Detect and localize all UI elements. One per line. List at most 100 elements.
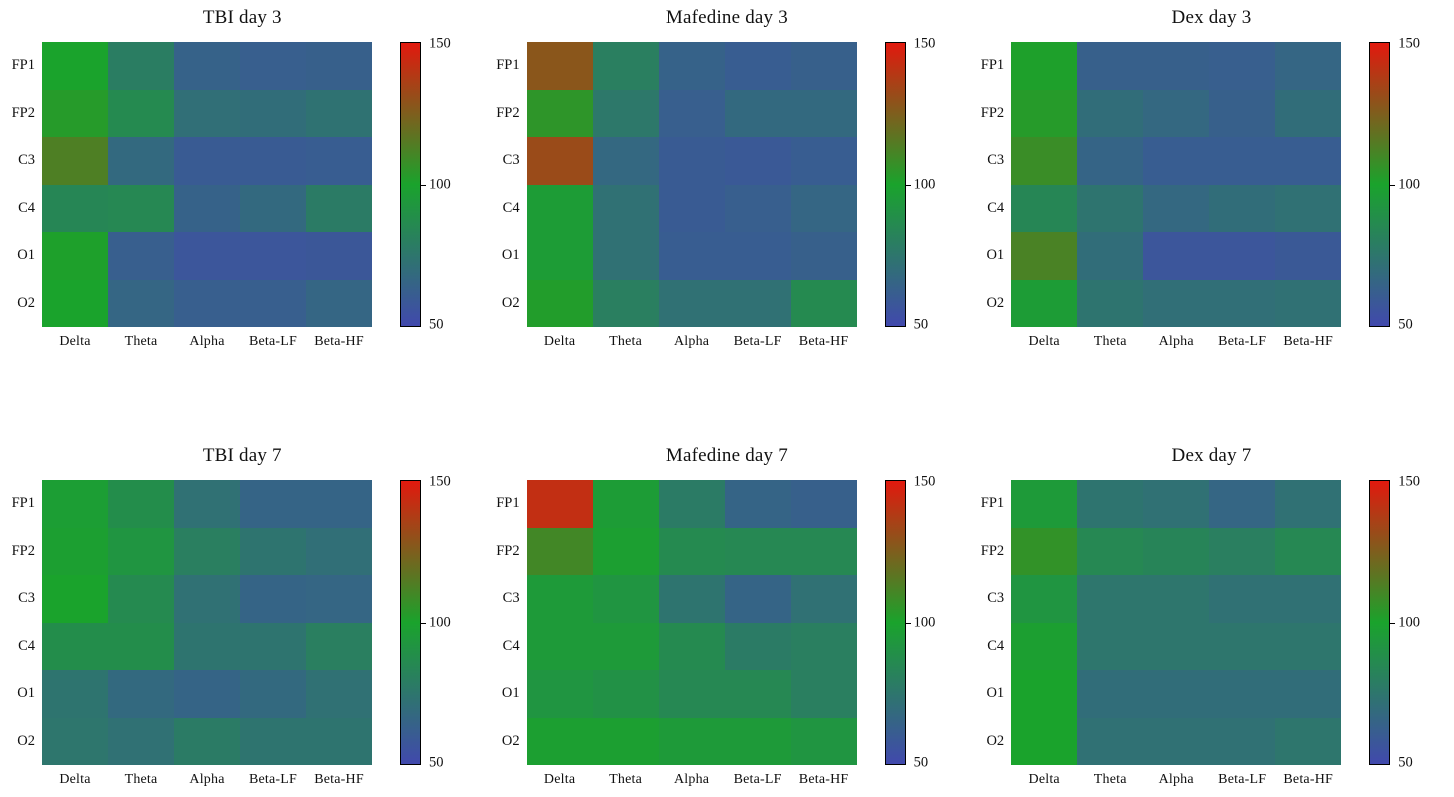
row-label-c3: C3 <box>502 152 520 169</box>
y-axis-labels: FP1 FP2 C3 C4 O1 O2 <box>969 42 1011 327</box>
col-label-alpha: Alpha <box>673 772 710 787</box>
heatmap-cell <box>1275 279 1342 327</box>
heatmap <box>42 42 372 327</box>
colorbar-tick-max: 150 <box>913 473 936 490</box>
heatmap-cell <box>658 89 725 137</box>
row-label-o2: O2 <box>986 732 1005 749</box>
col-label-theta: Theta <box>1093 334 1127 349</box>
col-label-delta: Delta <box>543 334 576 349</box>
row-label-c3: C3 <box>502 590 520 607</box>
heatmap-cell <box>306 670 372 718</box>
panel-dex-day7: Dex day 7 FP1 FP2 C3 C4 O1 O2 150 100 50 Delt… <box>969 398 1454 797</box>
heatmap-cell <box>240 527 306 575</box>
heatmap-cell <box>724 89 791 137</box>
row-label-o2: O2 <box>501 294 520 311</box>
heatmap-cell <box>306 527 372 575</box>
heatmap-cell <box>306 575 372 623</box>
heatmap-cell <box>108 279 174 327</box>
col-label-theta: Theta <box>124 334 158 349</box>
heatmap-cell <box>592 137 659 185</box>
heatmap-cell <box>790 527 857 575</box>
heatmap-cell <box>1143 622 1210 670</box>
heatmap-cell <box>724 137 791 185</box>
heatmap <box>1011 42 1342 327</box>
col-label-theta: Theta <box>124 772 158 787</box>
panel-mafedine-day3: Mafedine day 3 FP1 FP2 C3 C4 O1 O2 150 100 50… <box>485 0 970 398</box>
heatmap-cell <box>724 42 791 90</box>
col-label-theta: Theta <box>609 772 643 787</box>
heatmap-cell <box>658 42 725 90</box>
row-label-fp2: FP2 <box>980 542 1005 559</box>
col-label-beta-hf: Beta-HF <box>314 772 364 787</box>
heatmap-cell <box>306 42 372 90</box>
heatmap-cell <box>1077 622 1144 670</box>
heatmap-cell <box>42 717 108 765</box>
colorbar-tick-max: 150 <box>1398 473 1420 490</box>
panel-title: Dex day 3 <box>1171 7 1252 28</box>
heatmap-cell <box>108 89 174 137</box>
heatmap-cell <box>724 279 791 327</box>
row-label-c4: C4 <box>18 199 35 216</box>
heatmap-cell <box>1275 670 1342 718</box>
colorbar-mid-tick <box>1390 622 1396 624</box>
plot-area: FP1 FP2 C3 C4 O1 O2 150 100 50 <box>0 36 485 333</box>
row-label-c3: C3 <box>18 590 35 607</box>
heatmap-cell <box>526 184 593 232</box>
heatmap-cell <box>108 184 174 232</box>
col-label-alpha: Alpha <box>1158 334 1194 349</box>
row-label-fp2: FP2 <box>11 542 35 559</box>
heatmap-cell <box>526 42 593 90</box>
col-label-delta: Delta <box>59 334 91 349</box>
col-label-alpha: Alpha <box>189 334 225 349</box>
heatmap-cell <box>724 670 791 718</box>
heatmap-cell <box>306 137 372 185</box>
row-label-o2: O2 <box>17 294 35 311</box>
panel-title: Dex day 7 <box>1171 445 1252 466</box>
heatmap-cell <box>240 137 306 185</box>
heatmap-cell <box>1077 184 1144 232</box>
colorbar: 150 100 50 <box>400 36 451 333</box>
row-label-fp2: FP2 <box>980 104 1005 121</box>
heatmap-cell <box>1077 89 1144 137</box>
heatmap-cell <box>526 670 593 718</box>
row-label-fp1: FP1 <box>496 57 520 74</box>
heatmap-cell <box>240 184 306 232</box>
col-label-beta-lf: Beta-LF <box>248 334 298 349</box>
heatmap-cell <box>592 279 659 327</box>
heatmap-cell <box>790 670 857 718</box>
heatmap-cell <box>1209 184 1276 232</box>
col-label-alpha: Alpha <box>673 334 710 349</box>
heatmap-cell <box>1143 717 1210 765</box>
heatmap-cell <box>526 622 593 670</box>
heatmap-cell <box>1011 232 1078 280</box>
colorbar-tick-mid: 100 <box>1398 614 1420 630</box>
heatmap-cell <box>42 184 108 232</box>
heatmap-cell <box>790 232 857 280</box>
heatmap-cell <box>174 42 240 90</box>
row-label-c3: C3 <box>18 152 35 169</box>
heatmap-cell <box>790 137 857 185</box>
heatmap-cell <box>790 575 857 623</box>
row-label-fp2: FP2 <box>11 104 35 121</box>
colorbar-mid-tick <box>905 622 911 624</box>
heatmap-cell <box>1011 480 1078 528</box>
heatmap-cell <box>240 42 306 90</box>
heatmap-cell <box>42 42 108 90</box>
x-axis-labels: Delta Theta Alpha Beta-LF Beta-HF <box>42 334 372 350</box>
heatmap-cell <box>1143 527 1210 575</box>
heatmap-cell <box>526 279 593 327</box>
row-label-fp2: FP2 <box>496 542 520 559</box>
heatmap-cell <box>526 717 593 765</box>
row-label-fp1: FP1 <box>496 495 520 512</box>
plot-area: FP1 FP2 C3 C4 O1 O2 150 100 50 <box>969 36 1454 333</box>
heatmap <box>1011 480 1342 765</box>
heatmap-cell <box>42 232 108 280</box>
colorbar-gradient <box>1369 42 1391 327</box>
x-axis-labels: Delta Theta Alpha Beta-LF Beta-HF <box>42 772 372 788</box>
heatmap-cell <box>1275 480 1342 528</box>
heatmap-cell <box>174 575 240 623</box>
row-label-fp1: FP1 <box>980 57 1005 74</box>
heatmap-cell <box>174 717 240 765</box>
heatmap-cell <box>1011 622 1078 670</box>
heatmap-cell <box>174 184 240 232</box>
